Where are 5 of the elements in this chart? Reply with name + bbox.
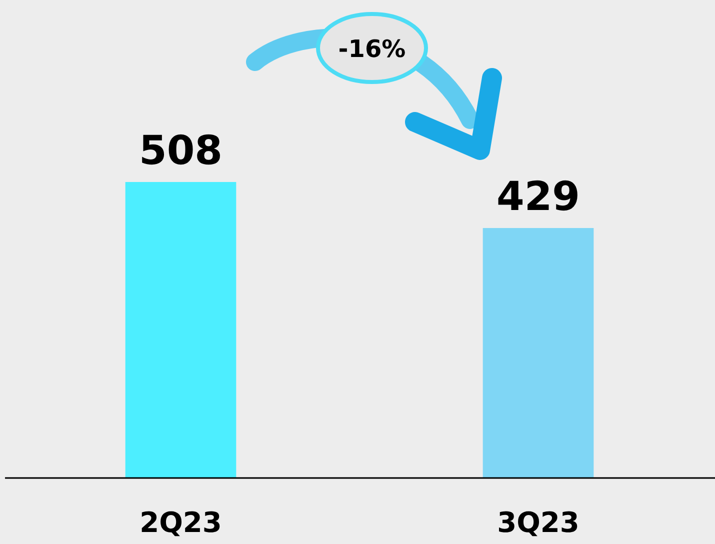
data-label: 429 — [496, 174, 580, 220]
text: -16% — [338, 35, 406, 63]
data-label: 508 — [139, 128, 222, 174]
x-tick-label: 3Q23 — [497, 506, 580, 539]
x-tick-label: 2Q23 — [140, 506, 222, 539]
